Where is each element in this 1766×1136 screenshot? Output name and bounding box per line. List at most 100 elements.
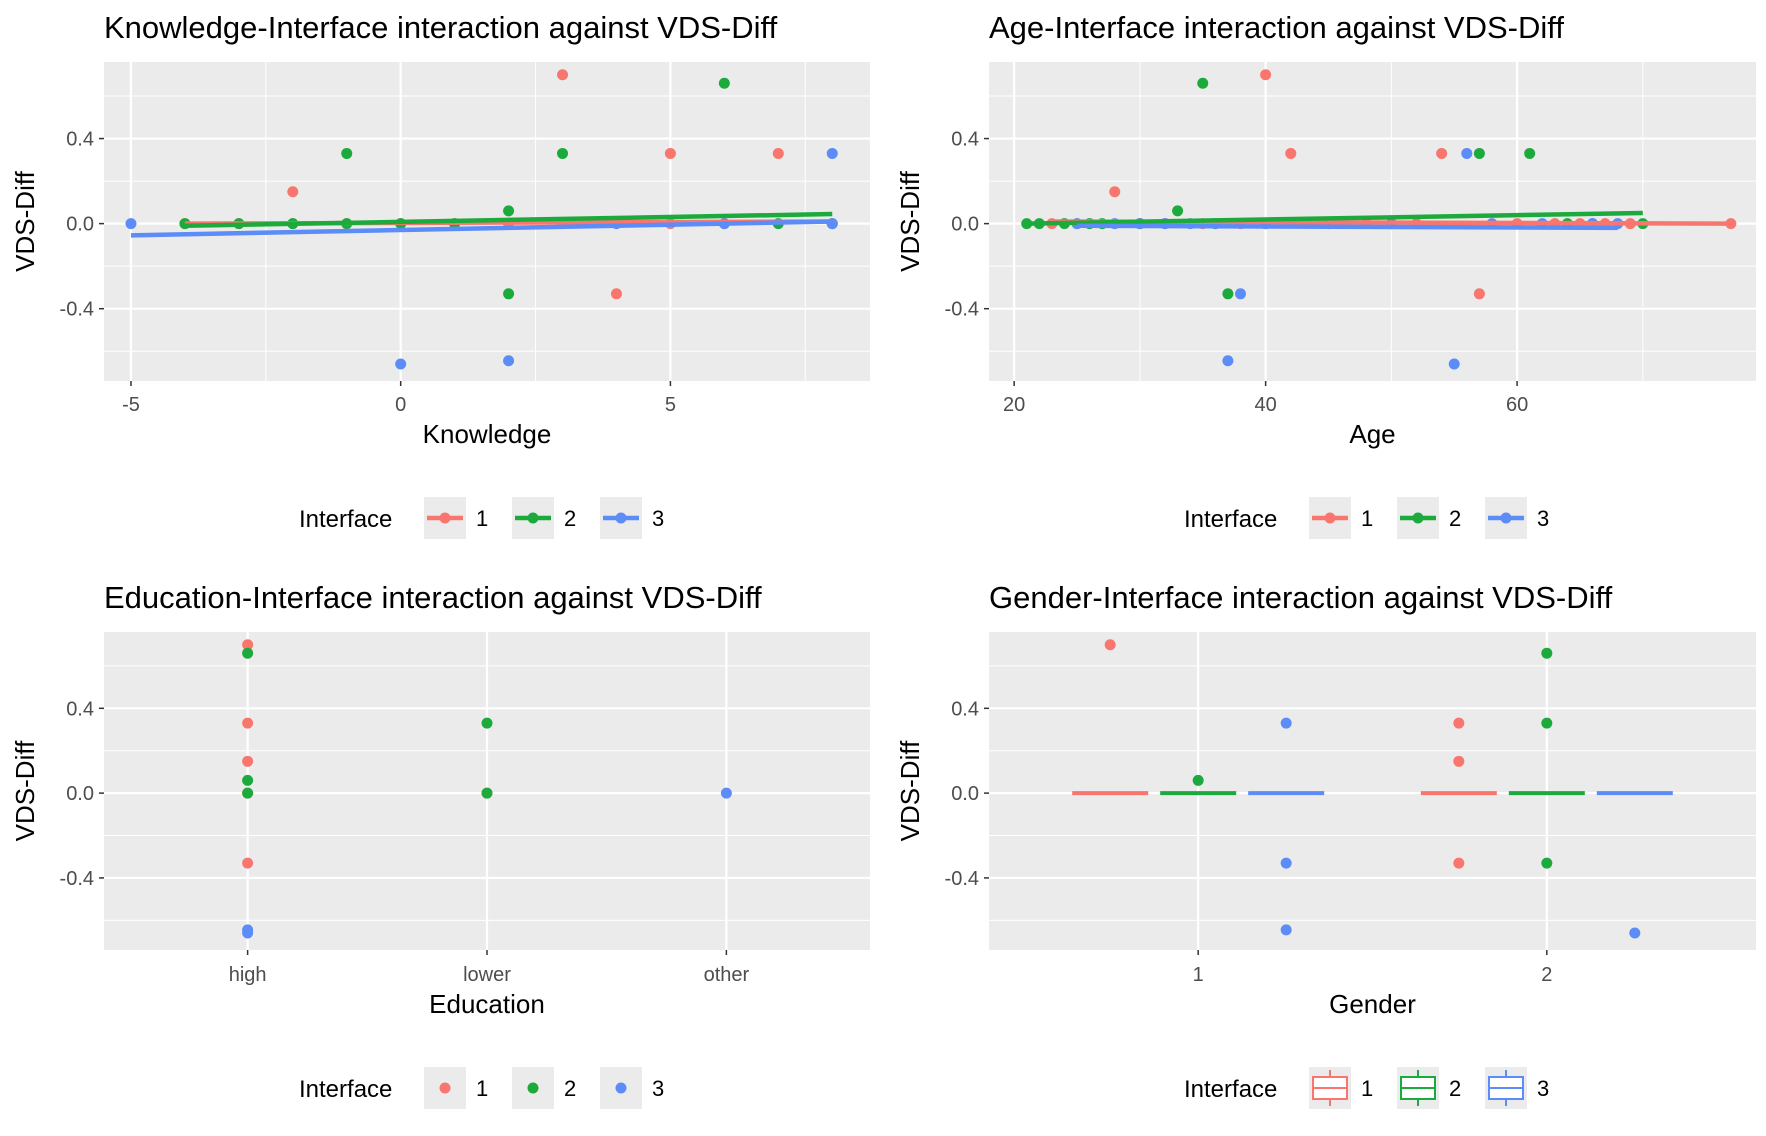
outlier-point xyxy=(1280,857,1292,869)
legend-label: 2 xyxy=(1449,1076,1461,1101)
age-chart: Age-Interface interaction against VDS-Di… xyxy=(895,10,1756,539)
chart-title: Knowledge-Interface interaction against … xyxy=(104,10,778,45)
x-tick-label: 20 xyxy=(1003,394,1025,416)
x-tick-label: -5 xyxy=(122,394,140,416)
data-point xyxy=(242,647,254,659)
data-point xyxy=(557,147,569,159)
data-point xyxy=(1172,205,1184,217)
legend-label: 1 xyxy=(1361,1076,1373,1101)
legend: Interface 1 2 3 xyxy=(1184,497,1549,539)
legend-point xyxy=(439,1082,451,1094)
outlier-point xyxy=(1192,774,1204,786)
data-point xyxy=(610,288,622,300)
plot-panel xyxy=(989,632,1756,950)
x-tick-label: 1 xyxy=(1193,964,1204,986)
outlier-point xyxy=(1453,755,1465,767)
x-axis-title: Age xyxy=(1349,419,1395,449)
legend-title: Interface xyxy=(299,1076,392,1103)
outlier-point xyxy=(1280,924,1292,936)
data-point xyxy=(242,755,254,767)
regression-line xyxy=(130,219,833,238)
y-tick-label: -0.4 xyxy=(945,299,979,321)
legend-label: 3 xyxy=(1537,1076,1549,1101)
regression-line xyxy=(1077,223,1618,231)
x-axis-title: Education xyxy=(429,989,545,1019)
data-point xyxy=(242,639,254,651)
data-point xyxy=(1461,147,1473,159)
chart-title: Age-Interface interaction against VDS-Di… xyxy=(989,10,1564,45)
data-point xyxy=(1260,69,1272,81)
data-point xyxy=(826,147,838,159)
data-point xyxy=(1285,147,1297,159)
data-point xyxy=(1109,186,1121,198)
data-point xyxy=(664,147,676,159)
x-tick-label: lower xyxy=(463,964,511,986)
legend-point xyxy=(615,1082,627,1094)
data-point xyxy=(125,218,137,230)
outlier-point xyxy=(1453,857,1465,869)
x-tick-label: 5 xyxy=(665,394,676,416)
data-point xyxy=(287,186,299,198)
y-tick-label: 0.4 xyxy=(66,129,94,151)
data-point xyxy=(1473,288,1485,300)
outlier-point xyxy=(1541,717,1553,729)
legend-label: 3 xyxy=(652,506,664,531)
data-point xyxy=(242,787,254,799)
y-tick-label: 0.4 xyxy=(951,698,979,720)
data-point xyxy=(1222,355,1234,367)
x-tick-label: 40 xyxy=(1254,394,1276,416)
outlier-point xyxy=(1541,647,1553,659)
data-point xyxy=(242,717,254,729)
x-tick-label: 60 xyxy=(1506,394,1528,416)
legend-point xyxy=(615,512,627,524)
data-point xyxy=(503,355,515,367)
outlier-point xyxy=(1453,717,1465,729)
data-point xyxy=(503,288,515,300)
outlier-point xyxy=(1629,927,1641,939)
data-point xyxy=(720,787,732,799)
x-tick-label: other xyxy=(704,964,750,986)
legend-label: 1 xyxy=(476,1076,488,1101)
legend-title: Interface xyxy=(299,506,392,533)
y-axis-title: VDS-Diff xyxy=(895,170,925,271)
data-point xyxy=(242,857,254,869)
y-axis-title: VDS-Diff xyxy=(895,740,925,841)
legend-label: 1 xyxy=(1361,506,1373,531)
chart-title: Education-Interface interaction against … xyxy=(104,580,762,615)
data-point xyxy=(1448,358,1460,370)
y-axis-title: VDS-Diff xyxy=(10,170,40,271)
data-point xyxy=(481,787,493,799)
x-axis-title: Knowledge xyxy=(423,419,552,449)
data-point xyxy=(395,358,407,370)
data-point xyxy=(557,69,569,81)
gender-chart: Gender-Interface interaction against VDS… xyxy=(895,580,1756,1109)
education-chart: Education-Interface interaction against … xyxy=(10,580,870,1109)
y-tick-label: 0.0 xyxy=(951,783,979,805)
y-tick-label: -0.4 xyxy=(60,299,94,321)
legend-point xyxy=(527,1082,539,1094)
legend: Interface 1 2 3 xyxy=(1184,1067,1549,1109)
y-tick-label: 0.4 xyxy=(951,129,979,151)
y-tick-label: 0.0 xyxy=(66,214,94,236)
y-tick-label: -0.4 xyxy=(945,868,979,890)
legend: Interface 1 2 3 xyxy=(299,497,664,539)
x-tick-label: 2 xyxy=(1541,964,1552,986)
data-point xyxy=(242,774,254,786)
y-axis-title: VDS-Diff xyxy=(10,740,40,841)
x-tick-label: high xyxy=(229,964,267,986)
legend-point xyxy=(439,512,451,524)
legend-point xyxy=(1412,512,1424,524)
data-point xyxy=(1524,147,1536,159)
regression-line xyxy=(1026,210,1643,226)
regression-line xyxy=(184,211,833,229)
data-point xyxy=(772,147,784,159)
legend-label: 2 xyxy=(1449,506,1461,531)
data-point xyxy=(1222,288,1234,300)
legend-title: Interface xyxy=(1184,1076,1277,1103)
legend: Interface 1 2 3 xyxy=(299,1067,664,1109)
data-point xyxy=(1473,147,1485,159)
outlier-point xyxy=(1104,639,1116,651)
legend-label: 1 xyxy=(476,506,488,531)
legend-label: 2 xyxy=(564,1076,576,1101)
